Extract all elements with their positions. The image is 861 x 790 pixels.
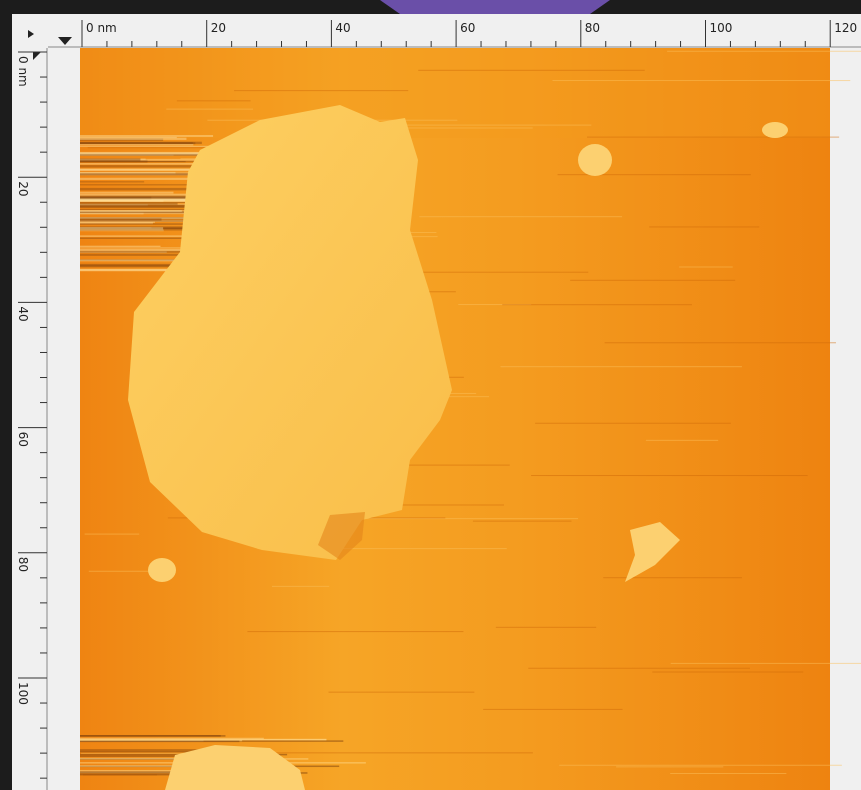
streak [419, 216, 622, 217]
streak [652, 672, 803, 673]
streak [234, 90, 408, 91]
streak [80, 165, 199, 167]
streak [80, 142, 193, 144]
ruler-label: 0 nm [16, 56, 30, 87]
streak [552, 80, 850, 81]
page: 0 nm20406080100120 0 nm20406080100 (() =… [0, 0, 861, 790]
ruler-label: 0 nm [86, 21, 117, 35]
streak [496, 627, 596, 628]
streak [501, 366, 742, 367]
streak [80, 202, 202, 203]
ruler-label: 40 [16, 306, 30, 321]
streak [80, 218, 162, 220]
streak [177, 100, 251, 101]
tab-decoration [380, 0, 610, 14]
streak [80, 765, 185, 767]
ruler-label: 100 [710, 21, 733, 35]
small-island [762, 122, 788, 138]
streak [247, 631, 463, 632]
ruler-label: 20 [16, 181, 30, 196]
streak [80, 135, 213, 137]
streak [649, 226, 759, 227]
streak [80, 222, 155, 223]
image-shade [80, 48, 830, 138]
streak [502, 304, 692, 305]
streak [80, 181, 144, 182]
streak [272, 586, 329, 587]
viewer: 0 nm 20 40 60 80 100 120 0 nm 20 40 60 80 100 [0, 0, 861, 790]
streak [80, 200, 163, 202]
streak [166, 109, 253, 110]
scan-image [80, 48, 861, 790]
streak [80, 223, 196, 225]
streak [80, 158, 140, 161]
streak [646, 440, 718, 441]
streak [570, 280, 735, 281]
streak [80, 741, 239, 743]
streak [80, 227, 163, 229]
ruler-label: 80 [585, 21, 600, 35]
top-ruler: 0 nm 20 40 60 80 100 120 [12, 14, 861, 48]
streak [80, 137, 177, 138]
streak [616, 766, 723, 767]
streak [558, 174, 751, 175]
streak [80, 246, 160, 247]
streak [603, 577, 742, 578]
ruler-label: 80 [16, 557, 30, 572]
streak [671, 663, 861, 664]
streak [329, 692, 475, 693]
streak [85, 534, 140, 535]
streak [80, 739, 326, 741]
streak [559, 765, 842, 766]
streak [80, 210, 182, 212]
ruler-label: 60 [16, 432, 30, 447]
streak [473, 521, 572, 522]
streak [667, 51, 861, 52]
ruler-label: 100 [16, 682, 30, 705]
streak [80, 192, 173, 194]
streak [80, 144, 193, 145]
ruler-label: 120 [834, 21, 857, 35]
streak [670, 773, 786, 774]
small-island [578, 144, 612, 176]
ruler-label: 20 [211, 21, 226, 35]
streak [531, 475, 808, 476]
streak [80, 735, 225, 737]
small-island [148, 558, 176, 582]
ruler-label: 40 [335, 21, 350, 35]
ruler-label: 60 [460, 21, 475, 35]
streak [80, 184, 193, 185]
ruler-bg [12, 14, 861, 48]
streak [483, 709, 622, 710]
streak [605, 342, 836, 343]
streak [587, 137, 839, 138]
streak [262, 752, 533, 753]
streak [528, 668, 750, 669]
streak [80, 203, 178, 205]
streak [535, 423, 731, 424]
streak [679, 266, 733, 267]
streak [418, 70, 644, 71]
